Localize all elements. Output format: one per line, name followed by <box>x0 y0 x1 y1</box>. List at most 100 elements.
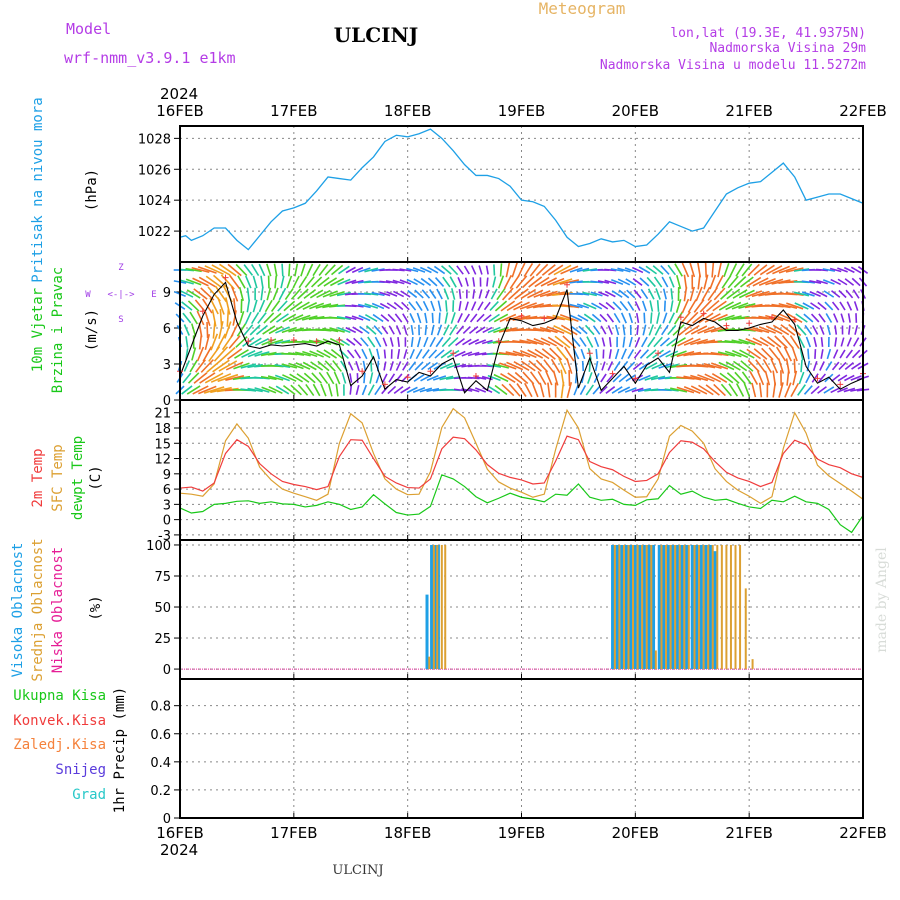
wind-barb <box>580 348 586 360</box>
wind-barb <box>382 373 388 383</box>
wind-barb <box>674 263 683 277</box>
wind-barb <box>324 264 336 276</box>
wind-barb <box>243 264 254 276</box>
wind-barb <box>251 263 260 277</box>
wind-barb <box>185 336 189 348</box>
wind-barb <box>613 312 621 324</box>
wind-barb <box>664 363 679 369</box>
wind-barb <box>772 324 790 336</box>
wind-barb <box>197 266 217 274</box>
wind-barb <box>534 276 550 288</box>
temp2m-line <box>179 435 864 492</box>
wind-barb <box>850 266 862 274</box>
wind-barb <box>740 360 754 372</box>
wind-barb <box>547 336 564 348</box>
wind-barb <box>661 276 669 288</box>
wind-barb <box>233 362 250 370</box>
wind-barb <box>738 338 756 346</box>
wind-barb <box>573 384 579 396</box>
panel-frame <box>179 539 864 680</box>
mid-cloud-bar <box>632 544 635 670</box>
wind-barb <box>231 286 239 302</box>
high-cloud-bar <box>624 544 628 670</box>
mid-cloud-bar <box>669 544 672 670</box>
wind-barb <box>360 337 369 347</box>
wind-barb <box>579 337 587 347</box>
wind-barb <box>843 387 856 393</box>
wind-barb <box>217 297 225 315</box>
wind-barb <box>274 363 291 369</box>
wind-barb <box>815 268 829 272</box>
wind-barb <box>746 348 762 360</box>
mid-cloud-bar <box>734 544 737 670</box>
mid-cloud-bar <box>729 544 732 670</box>
wind-barb <box>478 289 483 299</box>
wind-barb <box>487 364 502 368</box>
wind-barb <box>711 372 728 384</box>
wind-barb <box>812 361 818 371</box>
wind-barb <box>740 276 754 288</box>
wind-barb <box>645 362 658 370</box>
wind-barb <box>289 373 303 383</box>
wind-barb <box>431 312 434 324</box>
wind-barb <box>227 348 243 360</box>
wind-gust-marker <box>632 375 639 382</box>
wind-barb <box>655 288 661 300</box>
wind-barb <box>478 265 483 275</box>
y-tick-label: 1022 <box>138 225 171 240</box>
wind-barb <box>409 349 415 359</box>
wind-barb <box>241 350 256 358</box>
wind-barb <box>290 384 302 396</box>
wind-barb <box>850 375 862 381</box>
wind-barb <box>379 302 390 310</box>
wind-barb <box>389 337 394 347</box>
wind-barb <box>193 372 208 384</box>
wind-gust-marker <box>222 274 229 281</box>
y-tick-label: 0 <box>163 514 171 529</box>
wind-barb <box>645 349 657 359</box>
wind-barb <box>408 301 417 311</box>
wind-barb <box>416 312 422 324</box>
high-cloud-bar <box>704 544 708 670</box>
wind-barb <box>604 268 617 272</box>
year-top: 2024 <box>160 85 198 103</box>
wind-barb <box>268 325 283 335</box>
wind-barb <box>432 375 447 381</box>
wind-barb <box>539 382 545 398</box>
wind-barb <box>274 374 290 382</box>
mid-cloud-bar <box>650 544 653 670</box>
wind-barb <box>695 286 703 302</box>
wind-barb <box>484 289 490 299</box>
wind-barb <box>532 327 552 333</box>
wind-barb <box>847 313 851 323</box>
wind-barb <box>770 358 779 374</box>
wind-barb <box>810 313 820 323</box>
wind-barb <box>487 374 501 382</box>
wind-barb <box>180 290 194 298</box>
y-tick-label: 100 <box>146 539 171 554</box>
compass-axis: <-|-> <box>107 290 135 300</box>
wind-barb <box>838 289 847 299</box>
wind-barb <box>217 373 239 383</box>
wind-barb <box>675 299 682 313</box>
wind-barb <box>192 277 209 287</box>
wind-barb <box>816 290 828 298</box>
wind-barb <box>260 375 277 381</box>
wind-barb <box>822 279 835 285</box>
wind-barb <box>499 263 503 277</box>
wind-barb <box>571 337 581 347</box>
wind-gust-marker <box>404 374 411 381</box>
wind-barb <box>712 300 727 312</box>
wind-gust-marker <box>655 350 662 357</box>
wind-barb <box>266 263 272 277</box>
wind-barb <box>834 337 838 347</box>
y-tick-label: 0 <box>163 394 171 409</box>
wind-barb <box>316 349 331 359</box>
wind-barb <box>200 359 214 373</box>
wind-barb <box>686 311 699 325</box>
wind-barb <box>529 263 541 277</box>
wind-barb <box>527 349 544 359</box>
wind-barb <box>281 326 297 334</box>
wind-barb <box>416 336 422 348</box>
wind-barb <box>246 299 251 313</box>
